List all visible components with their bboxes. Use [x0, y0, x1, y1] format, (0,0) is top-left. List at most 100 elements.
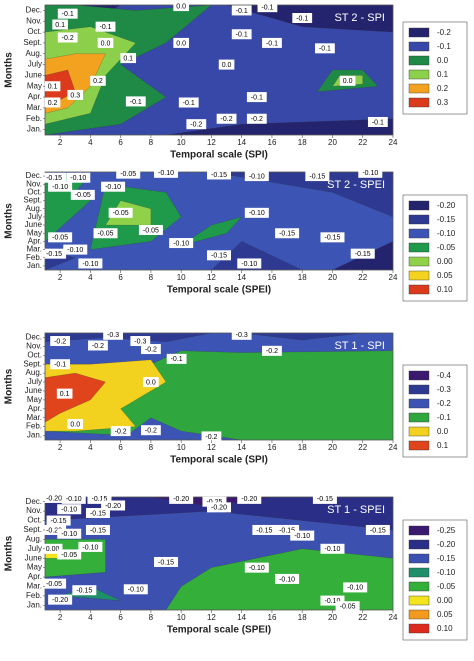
contour-label: -0.15 [158, 559, 174, 566]
contour-label-box [367, 117, 388, 127]
contour-label: -0.15 [46, 251, 62, 258]
contour-label: -0.1 [236, 32, 248, 39]
contour-label-box [85, 508, 110, 519]
contour-label-box [154, 556, 179, 567]
contour-label: -0.15 [46, 175, 62, 182]
legend-swatch [408, 581, 430, 592]
contour-label: -0.20 [46, 495, 62, 502]
y-tick-label: Dec. [26, 171, 42, 180]
legend-label: -0.1 [437, 42, 451, 51]
contour-label: -0.10 [279, 576, 295, 583]
x-tick-label: 6 [118, 138, 123, 147]
x-tick-label: 18 [298, 273, 307, 282]
y-tick-label: Oct. [27, 27, 42, 36]
contour-label-box [120, 53, 137, 64]
contour-label: -0.15 [370, 527, 386, 534]
legend-swatch [408, 595, 430, 606]
x-tick-label: 10 [177, 138, 186, 147]
legend-label: 0.1 [437, 441, 449, 450]
contour-label: -0.15 [256, 527, 272, 534]
contour-label: -0.1 [99, 24, 111, 31]
contour-label-box [244, 562, 269, 573]
legend-label: 0.05 [437, 271, 453, 280]
contour-label: -0.10 [52, 184, 68, 191]
contour-label: -0.20 [105, 503, 121, 510]
legend-swatch [408, 200, 430, 211]
contour-label: -0.2 [190, 122, 202, 129]
contour-label-box [186, 119, 207, 130]
contour-label-box [57, 504, 82, 515]
contour-label-box [123, 584, 148, 595]
y-tick-label: Apr. [28, 237, 42, 246]
contour-label: -0.10 [249, 173, 265, 180]
legend-swatch [408, 97, 430, 108]
y-tick-label: Mar. [26, 103, 42, 112]
contour-label-box [87, 493, 112, 504]
x-tick-label: 2 [58, 273, 63, 282]
contour-label: -0.05 [52, 235, 68, 242]
contour-label-box [67, 418, 84, 429]
y-tick-label: Sept. [23, 38, 42, 47]
contour-label-box [343, 582, 368, 593]
x-tick-label: 24 [389, 273, 398, 282]
contour-label: -0.2 [115, 428, 127, 435]
contour-label: 0.1 [123, 55, 133, 62]
contour-label: -0.20 [52, 597, 68, 604]
contour-label: -0.10 [249, 210, 265, 217]
contour-label-box [48, 181, 73, 192]
contour-region [241, 333, 363, 341]
contour-label-box [90, 75, 106, 86]
x-tick-label: 22 [358, 138, 367, 147]
contour-label-box [305, 171, 330, 182]
contour-label-box [218, 59, 235, 70]
legend-label: 0.0 [437, 427, 449, 436]
contour-label: -0.1 [261, 5, 273, 12]
legend-swatch [408, 41, 430, 52]
contour-label: -0.2 [145, 428, 157, 435]
contour-label-box [143, 377, 159, 388]
contour-label-box [130, 336, 151, 347]
contour-label: -0.10 [128, 587, 144, 594]
contour-label-box [103, 329, 123, 340]
y-axis-title: Months [4, 203, 15, 239]
legend-label: 0.3 [437, 98, 449, 107]
contour-label-box [141, 344, 161, 355]
y-tick-label: Feb. [26, 422, 42, 431]
contour-panel: ST 2 - SPEI-0.15 -0.10-0.05-0.10-0.05-0.1… [4, 167, 468, 302]
contour-label-box [252, 524, 277, 535]
contour-label-box [56, 388, 73, 399]
contour-label-box [207, 250, 231, 261]
contour-label-box [169, 238, 194, 249]
legend-swatch [408, 55, 430, 66]
contour-label: 0.00 [46, 546, 60, 553]
x-tick-label: 20 [328, 138, 337, 147]
x-tick-label: 6 [118, 443, 123, 452]
x-tick-label: 4 [88, 443, 93, 452]
y-tick-label: Oct. [27, 188, 42, 197]
contour-panel: ST 2 - SPI -0.1 0.1 -0.2 0.0 -0.1 0.0 0.1 0.2 0.3… [4, 1, 468, 161]
legend-label: 0.0 [437, 56, 449, 65]
y-tick-label: June [25, 71, 43, 80]
x-tick-label: 2 [58, 138, 63, 147]
contour-label: -0.10 [61, 531, 77, 538]
contour-label: -0.10 [324, 598, 340, 605]
contour-label: 0.3 [70, 92, 80, 99]
contour-label: -0.1 [266, 40, 278, 47]
legend-swatch [408, 27, 430, 38]
contour-label: -0.20 [46, 527, 62, 534]
contour-label: -0.15 [317, 496, 333, 503]
y-tick-label: Jan. [27, 431, 42, 440]
contour-label: -0.15 [211, 253, 227, 260]
contour-region [165, 118, 393, 135]
legend-swatch [408, 412, 430, 423]
contour-label-box [42, 172, 67, 183]
x-tick-label: 2 [58, 613, 63, 622]
contour-label: 0.0 [176, 40, 186, 47]
contour-label: -0.15 [91, 496, 107, 503]
contour-label: -0.05 [46, 581, 62, 588]
contour-label-box [44, 81, 61, 92]
x-axis-title: Temporal scale (SPEI) [167, 285, 271, 296]
y-tick-label: Nov. [26, 506, 42, 515]
x-tick-label: 24 [389, 613, 398, 622]
